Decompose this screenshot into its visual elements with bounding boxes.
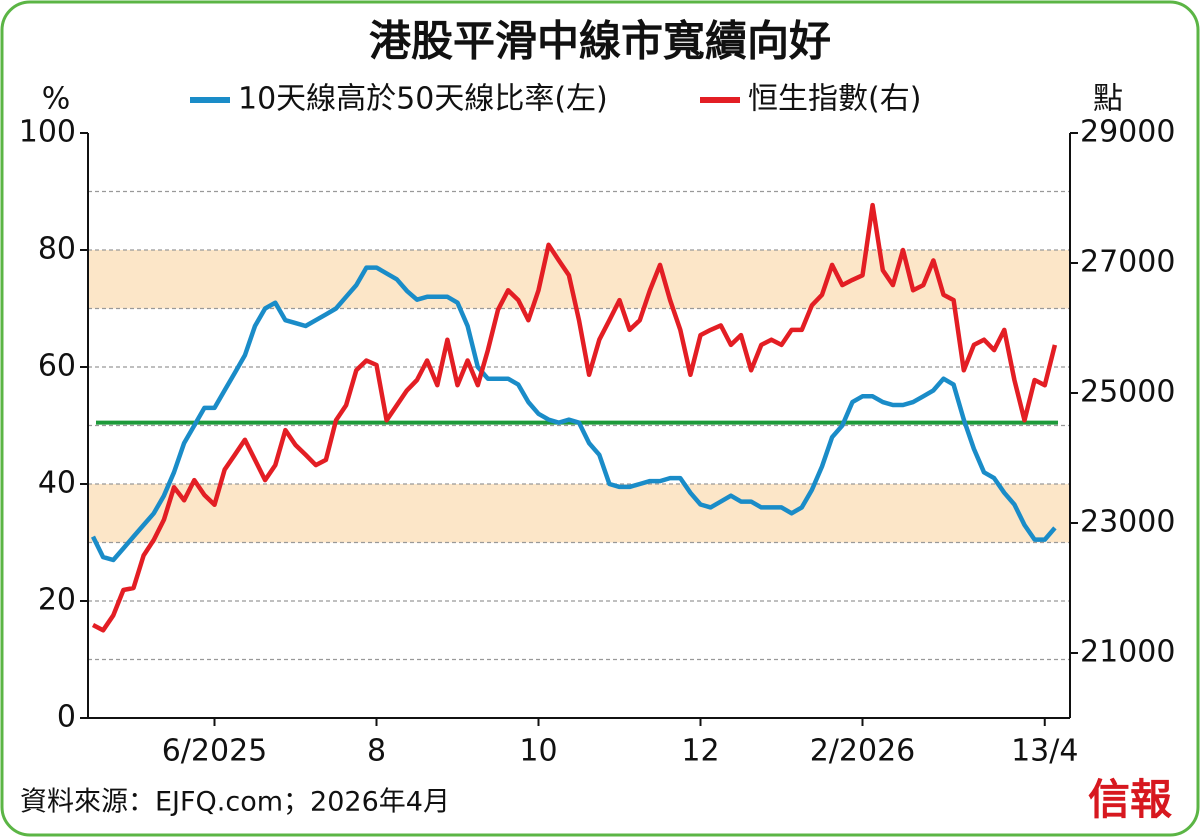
y-tick-label: 100 — [19, 115, 76, 150]
shaded-band — [88, 250, 1070, 309]
y2-tick-label: 29000 — [1080, 115, 1175, 150]
x-tick-label: 8 — [367, 734, 386, 769]
legend-label: 10天線高於50天線比率(左) — [238, 82, 608, 117]
x-tick-label: 13/4 — [1011, 734, 1078, 769]
y-axis-unit: % — [42, 82, 71, 117]
x-tick-label: 2/2026 — [810, 734, 916, 769]
y2-axis-unit: 點 — [1093, 82, 1123, 117]
legend-label: 恒生指數(右) — [748, 82, 921, 117]
x-tick-label: 6/2025 — [162, 734, 268, 769]
y-tick-label: 80 — [38, 232, 76, 267]
series-line — [91, 202, 1058, 633]
x-tick-label: 12 — [681, 734, 719, 769]
logo: 信報 — [1088, 775, 1172, 824]
chart-title: 港股平滑中線市寬續向好 — [369, 17, 831, 66]
y2-tick-label: 23000 — [1080, 505, 1175, 540]
y-tick-label: 0 — [57, 700, 76, 735]
y2-tick-label: 21000 — [1080, 635, 1175, 670]
y-tick-label: 20 — [38, 583, 76, 618]
source-note: 資料來源：EJFQ.com；2026年4月 — [20, 787, 450, 818]
x-tick-label: 10 — [519, 734, 557, 769]
y-tick-label: 40 — [38, 466, 76, 501]
y2-tick-label: 27000 — [1080, 245, 1175, 280]
y-tick-label: 60 — [38, 349, 76, 384]
series-line — [90, 265, 1057, 563]
y2-tick-label: 25000 — [1080, 375, 1175, 410]
shaded-band — [88, 484, 1070, 543]
